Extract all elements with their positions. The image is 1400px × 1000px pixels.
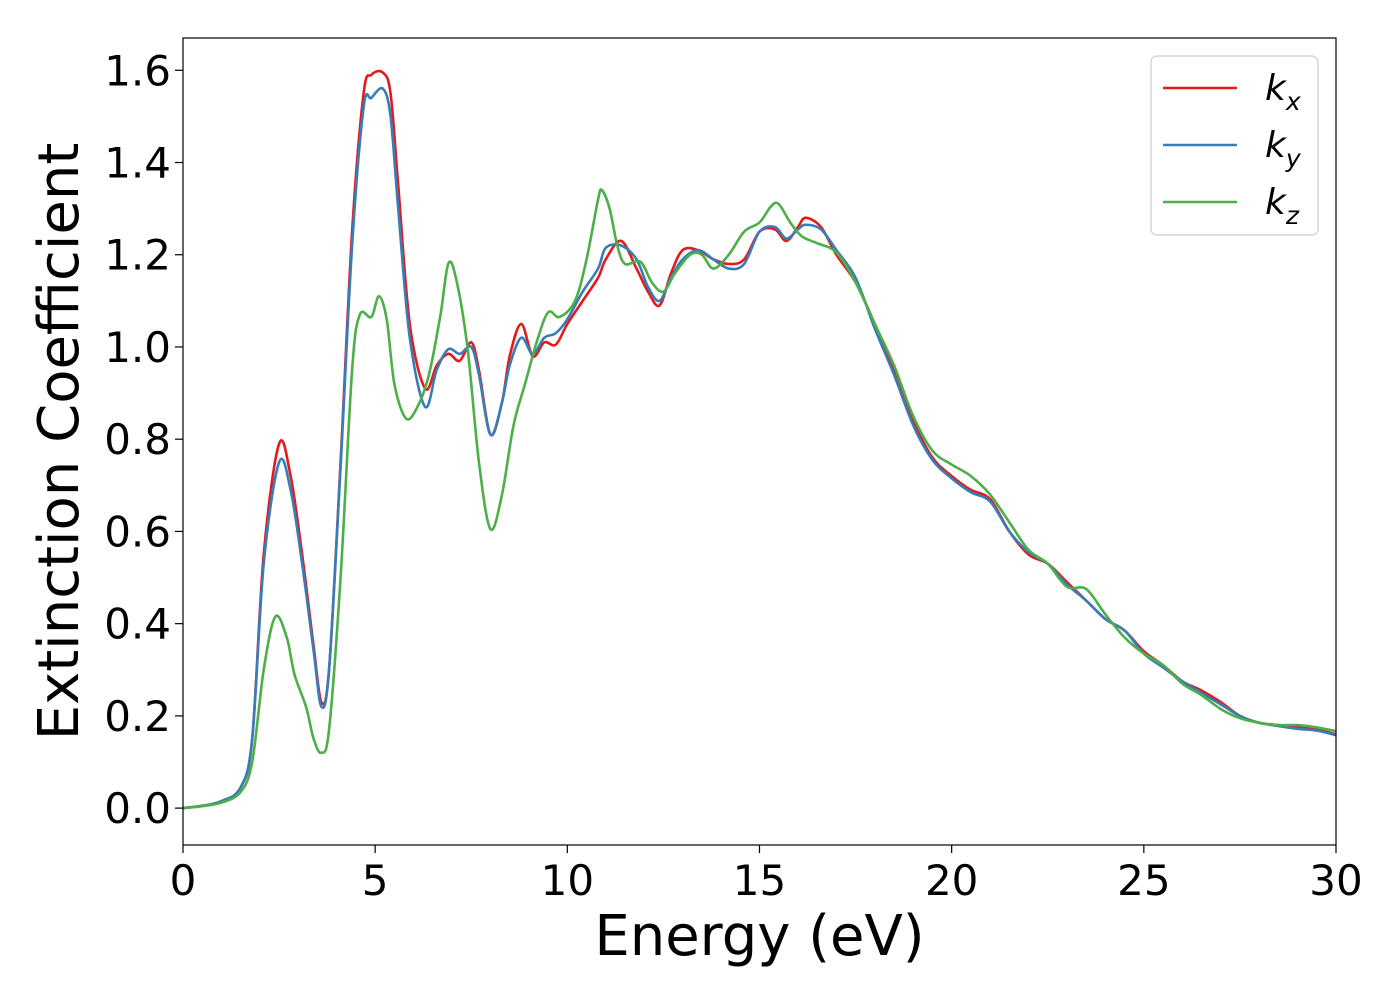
plot-area-frame <box>182 37 1337 846</box>
series-line-z <box>183 188 1336 810</box>
x-tick-label: 10 <box>541 856 594 905</box>
legend-label-z: kz <box>1265 182 1300 230</box>
y-tick-label: 0.8 <box>104 415 171 464</box>
x-tick-label: 5 <box>362 856 389 905</box>
x-axis-title: Energy (eV) <box>594 904 924 969</box>
legend-label-x: kx <box>1265 68 1301 116</box>
x-tick-label: 20 <box>925 856 978 905</box>
y-tick-label: 0.4 <box>104 600 171 649</box>
y-tick-label: 0.0 <box>104 784 171 833</box>
x-tick-label: 15 <box>733 856 786 905</box>
series-layer <box>183 69 1336 810</box>
x-tick-label: 0 <box>170 856 197 905</box>
y-axis-ticks: 0.0 0.2 0.4 0.6 0.8 1.0 1.2 1.4 1.6 <box>104 46 183 833</box>
y-tick-label: 0.2 <box>104 692 171 741</box>
x-tick-label: 25 <box>1117 856 1170 905</box>
y-tick-label: 1.2 <box>104 231 171 280</box>
y-tick-label: 1.6 <box>104 46 171 95</box>
x-tick-label: 30 <box>1309 856 1362 905</box>
y-tick-label: 0.6 <box>104 507 171 556</box>
y-axis-title: Extinction Coefficient <box>27 143 92 741</box>
legend: kx ky kz <box>1150 55 1319 236</box>
y-tick-label: 1.4 <box>104 139 171 188</box>
legend-label-y: ky <box>1265 125 1302 173</box>
x-axis-ticks: 0 5 10 15 20 25 30 <box>170 845 1363 905</box>
y-tick-label: 1.0 <box>104 323 171 372</box>
